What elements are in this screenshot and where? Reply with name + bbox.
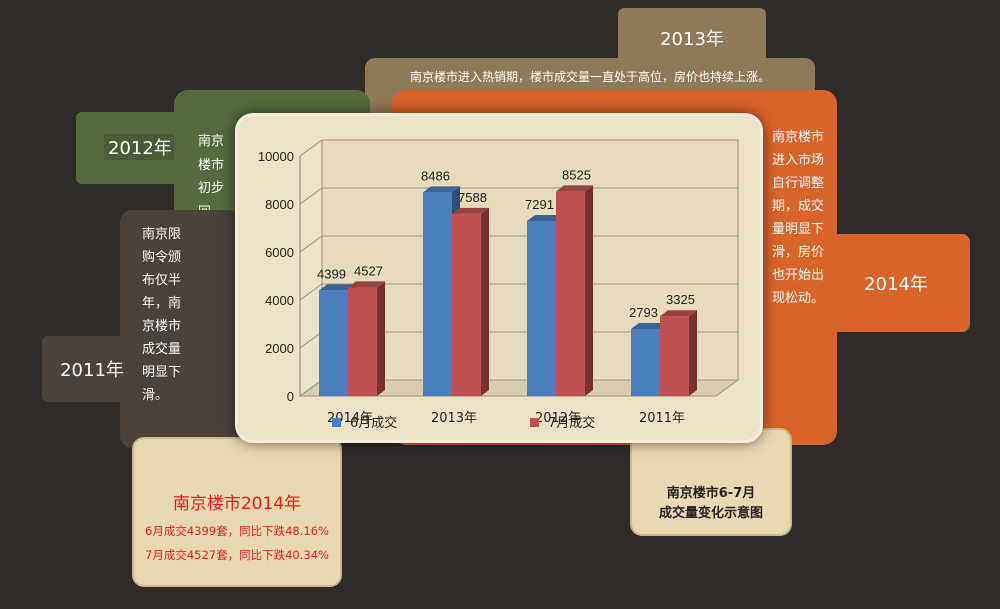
data-label: 2793 xyxy=(629,305,658,320)
y-tick-label: 0 xyxy=(287,389,294,404)
y-tick-label: 6000 xyxy=(265,245,294,260)
bar-side xyxy=(689,310,697,396)
bar-side xyxy=(377,281,385,396)
caption-line-1: 南京楼市6-7月 xyxy=(666,486,756,501)
bar xyxy=(423,192,452,396)
bar-side xyxy=(481,207,489,396)
bar-side xyxy=(585,185,593,396)
chart-panel: 0 2000 4000 6000 8000 10000 4399 4527 2014年 8486 7… xyxy=(235,113,763,443)
bar-top xyxy=(527,215,564,222)
y-tick-label: 4000 xyxy=(265,293,294,308)
bar-top xyxy=(556,185,593,192)
summary-title: 南京楼市2014年 xyxy=(172,494,302,514)
data-label: 4399 xyxy=(317,266,346,281)
y-tick-label: 2000 xyxy=(265,341,294,356)
y-tick-label: 8000 xyxy=(265,197,294,212)
bar xyxy=(660,316,689,396)
bar-top xyxy=(319,284,356,291)
legend-swatch xyxy=(530,418,539,427)
data-label: 7588 xyxy=(458,190,487,205)
bar xyxy=(527,221,556,396)
summary-line-june: 6月成交4399套，同比下跌48.16% xyxy=(145,524,329,538)
bar xyxy=(452,213,481,396)
card-2011 xyxy=(120,210,240,448)
gridline xyxy=(299,283,738,301)
bar-top xyxy=(660,310,697,317)
data-label: 8486 xyxy=(421,168,450,183)
bar xyxy=(348,287,377,396)
caption-card: 南京楼市6-7月 成交量变化示意图 xyxy=(630,428,792,536)
x-tick-label: 2011年 xyxy=(639,411,685,426)
year-tag-2011: 2011年 xyxy=(42,336,142,402)
data-label: 8525 xyxy=(562,167,591,182)
bar-top xyxy=(423,186,460,193)
y-tick-label: 10000 xyxy=(258,149,294,164)
bar xyxy=(556,191,585,396)
bar-top xyxy=(452,207,489,214)
data-label: 4527 xyxy=(354,263,383,278)
year-label-2012: 2012年 xyxy=(104,134,176,160)
legend-label: 7月成交 xyxy=(548,415,595,431)
data-label: 3325 xyxy=(666,292,695,307)
data-label: 7291 xyxy=(525,197,554,212)
gridline xyxy=(299,187,738,205)
bar xyxy=(631,328,660,396)
year-label-2011: 2011年 xyxy=(60,360,124,381)
bar xyxy=(319,290,348,396)
year-label-2013: 2013年 xyxy=(660,29,724,50)
year-label-2014: 2014年 xyxy=(864,274,928,295)
x-tick-label: 2013年 xyxy=(431,411,477,426)
legend-swatch xyxy=(332,418,341,427)
summary-line-july: 7月成交4527套，同比下跌40.34% xyxy=(145,548,329,562)
year-tag-2014: 2014年 xyxy=(822,234,970,332)
caption-line-2: 成交量变化示意图 xyxy=(658,506,763,521)
bar-top xyxy=(348,281,385,288)
description-2013: 南京楼市进入热销期，楼市成交量一直处于高位，房价也持续上涨。 xyxy=(409,70,770,84)
summary-card: 南京楼市2014年 6月成交4399套，同比下跌48.16% 7月成交4527套… xyxy=(132,437,342,587)
gridline xyxy=(299,139,738,157)
description-2014: 南京楼市进入市场自行调整期，成交量明显下滑，房价也开始出现松动。 xyxy=(772,130,825,306)
gridline xyxy=(299,235,738,253)
bar-top xyxy=(631,322,668,329)
x-tick-label: 2012年 xyxy=(535,411,581,426)
description-2011: 南京限购令颁布仅半年，南京楼市成交量明显下滑。 xyxy=(142,227,182,403)
legend-label: 6月成交 xyxy=(350,415,397,431)
